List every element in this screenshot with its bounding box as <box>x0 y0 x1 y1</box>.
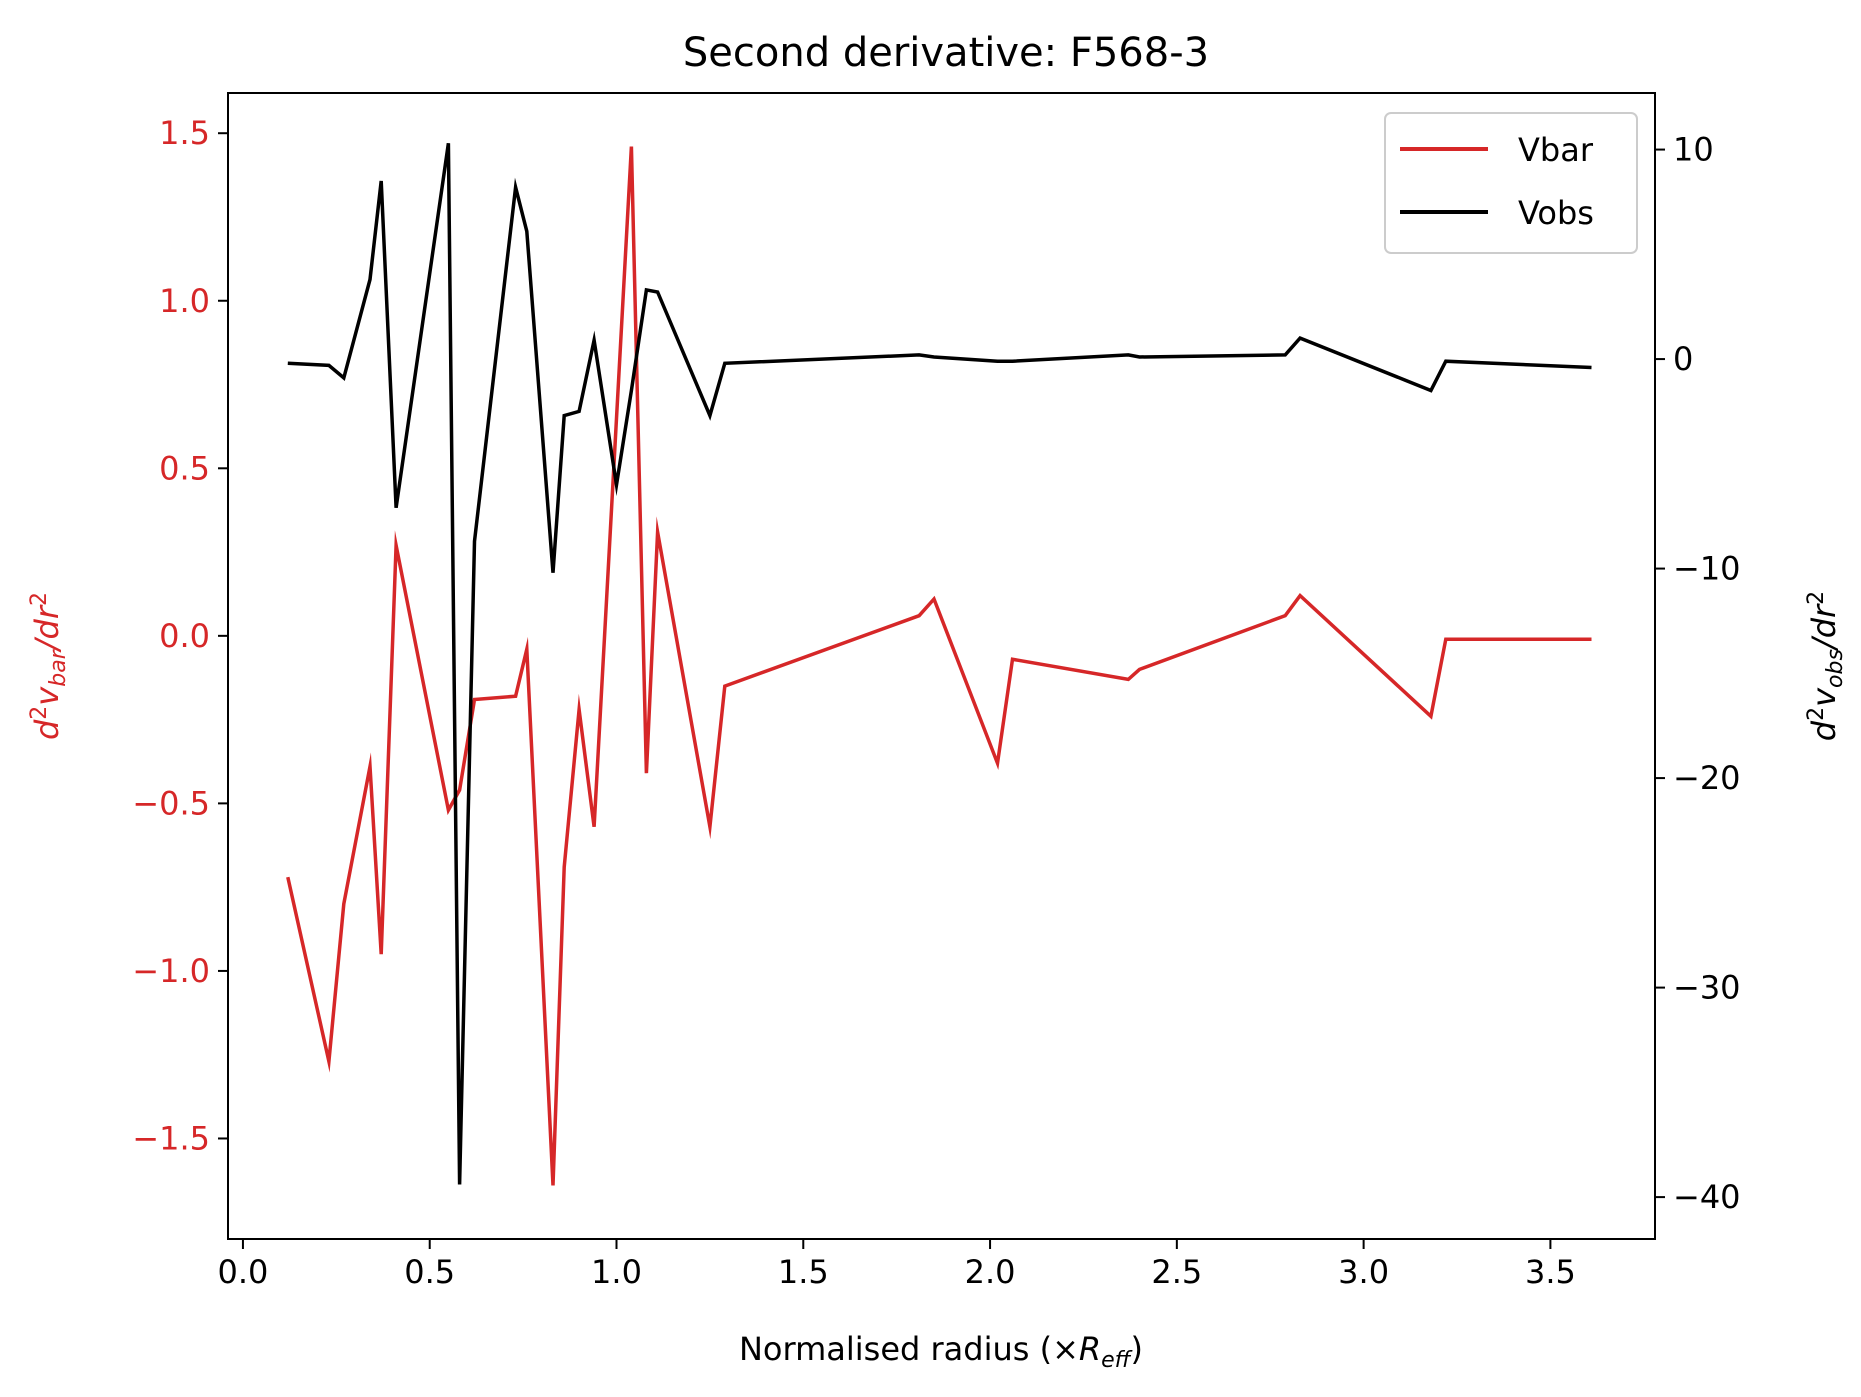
y-left-tick-label: −1.5 <box>132 1119 210 1157</box>
series-line-vbar <box>286 146 1592 1186</box>
y-left-label-d: d <box>28 719 66 740</box>
x-tick-label: 0.0 <box>217 1253 268 1291</box>
y-left-tick-label: 0.5 <box>159 449 210 487</box>
y-right-label-subscript: obs <box>1823 649 1848 688</box>
x-axis-label-math: R <box>1079 1330 1101 1368</box>
y-left-tick-label: 0.0 <box>159 617 210 655</box>
x-tick-label: 0.5 <box>404 1253 455 1291</box>
y-right-label-v: v <box>1805 687 1843 707</box>
y-left-tick-label: −0.5 <box>132 784 210 822</box>
x-axis-label-close: ) <box>1131 1330 1143 1368</box>
legend: Vbar Vobs <box>1384 112 1638 254</box>
y-left-tick-label: 1.5 <box>159 114 210 152</box>
y-right-label-d: d <box>1805 720 1843 741</box>
y-left-label-v: v <box>28 686 66 706</box>
y-left-tick-label: 1.0 <box>159 282 210 320</box>
x-tick-label: 3.0 <box>1338 1253 1389 1291</box>
x-axis-label: Normalised radius (×Reff) <box>739 1330 1143 1373</box>
plot-frame <box>227 92 1656 1240</box>
legend-box <box>1384 112 1638 254</box>
x-axis-label-subscript: eff <box>1101 1348 1133 1373</box>
y-right-tick-label: −30 <box>1673 969 1741 1007</box>
x-tick-label: 1.0 <box>591 1253 642 1291</box>
chart-title: Second derivative: F568-3 <box>683 30 1209 76</box>
y-right-tick-label: −20 <box>1673 759 1741 797</box>
legend-label-vobs: Vobs <box>1518 194 1594 232</box>
y-right-tick-label: 10 <box>1673 131 1714 169</box>
y-axis-left-label: d2vbar/dr2 <box>27 592 71 740</box>
x-axis-label-text: Normalised radius (× <box>739 1330 1079 1368</box>
y-right-label-dr: /dr <box>1805 603 1843 652</box>
y-axis-right-label: d2vobs/dr2 <box>1804 591 1848 741</box>
y-right-label-sup1: 2 <box>1804 707 1829 721</box>
x-tick-label: 1.5 <box>778 1253 829 1291</box>
y-left-label-dr: /dr <box>28 604 66 653</box>
legend-label-vbar: Vbar <box>1518 131 1594 169</box>
y-axis-left: −1.5 −1.0 −0.5 0.0 0.5 1.0 1.5 <box>132 114 228 1157</box>
y-right-tick-label: −10 <box>1673 550 1741 588</box>
y-right-tick-label: 0 <box>1673 340 1693 378</box>
x-tick-label: 2.5 <box>1151 1253 1202 1291</box>
y-left-label-sup1: 2 <box>27 706 52 720</box>
x-axis: 0.0 0.5 1.0 1.5 2.0 2.5 3.0 3.5 <box>217 1239 1576 1291</box>
y-right-tick-label: −40 <box>1673 1178 1741 1216</box>
y-left-label-subscript: bar <box>46 648 71 686</box>
y-right-label-sup2: 2 <box>1804 591 1829 605</box>
y-left-label-sup2: 2 <box>27 592 52 606</box>
x-tick-label: 3.5 <box>1525 1253 1576 1291</box>
plot-lines <box>286 143 1592 1186</box>
x-tick-label: 2.0 <box>965 1253 1016 1291</box>
y-left-tick-label: −1.0 <box>132 952 210 990</box>
series-line-vobs <box>287 143 1592 1185</box>
y-axis-right: −40 −30 −20 −10 0 10 <box>1655 131 1741 1216</box>
